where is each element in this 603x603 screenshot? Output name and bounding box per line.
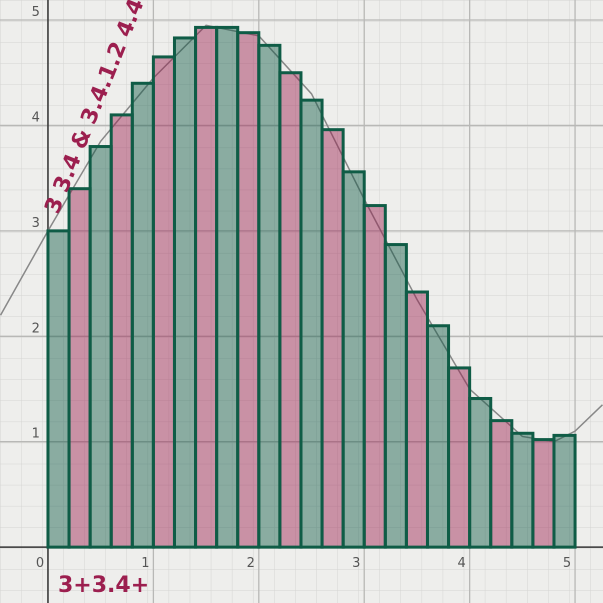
- x-tick-label: 5: [563, 556, 571, 571]
- y-tick-label: 4: [32, 110, 40, 125]
- bar: [299, 98, 324, 549]
- bar: [383, 243, 408, 549]
- bar: [130, 81, 155, 549]
- bar: [194, 25, 219, 549]
- bar: [552, 433, 577, 549]
- x-tick-label: 1: [141, 556, 149, 571]
- bar: [510, 431, 535, 549]
- bar: [531, 438, 556, 549]
- x-tick-label: 4: [458, 556, 466, 571]
- y-tick-label: 5: [32, 5, 40, 20]
- bar: [46, 229, 71, 549]
- bar: [278, 71, 303, 549]
- y-tick-label: 1: [32, 427, 40, 442]
- bar: [257, 43, 282, 549]
- y-tick-label: 2: [32, 321, 40, 336]
- x-tick-label: 0: [36, 556, 44, 571]
- bar: [362, 204, 387, 549]
- bar: [215, 25, 240, 549]
- x-tick-label: 2: [247, 556, 255, 571]
- bar: [109, 113, 134, 549]
- bar: [151, 55, 176, 549]
- y-tick-label: 3: [32, 216, 40, 231]
- bar: [489, 419, 514, 549]
- bar: [468, 396, 493, 549]
- bar: [341, 170, 366, 549]
- bar: [88, 145, 113, 549]
- bar: [236, 31, 261, 549]
- annotation: 3+3.4+: [58, 573, 149, 598]
- bar: [320, 128, 345, 549]
- bar: [404, 290, 429, 549]
- bar: [425, 324, 451, 549]
- bar: [67, 187, 92, 549]
- bar: [172, 36, 198, 549]
- x-tick-label: 3: [352, 556, 360, 571]
- bar: [447, 366, 472, 549]
